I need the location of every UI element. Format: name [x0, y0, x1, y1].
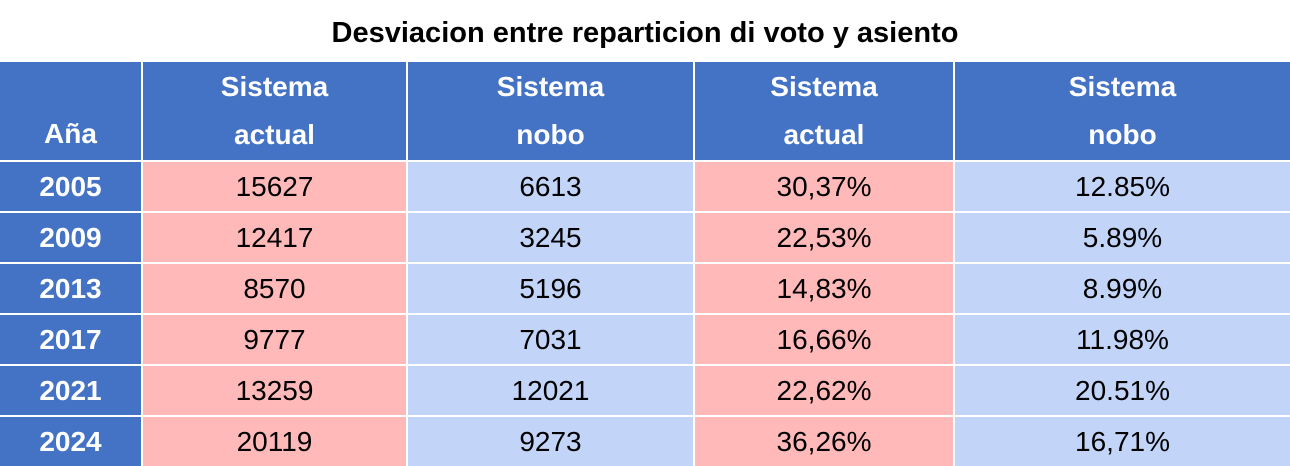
sistema-nobo-pct-cell: 16,71%	[955, 417, 1290, 466]
header-sistema-nobo-pct: Sistema nobo	[955, 62, 1290, 160]
sistema-nobo-pct-cell: 11.98%	[955, 315, 1290, 364]
year-cell: 2017	[0, 315, 141, 364]
sistema-actual-pct-cell: 22,53%	[695, 213, 953, 262]
sistema-nobo-pct-cell: 12.85%	[955, 162, 1290, 211]
header-label: actual	[783, 119, 865, 150]
sistema-actual-count-cell: 9777	[143, 315, 406, 364]
header-label: Sistema	[496, 71, 605, 102]
header-label: nobo	[1088, 119, 1157, 150]
sistema-actual-count-cell: 12417	[143, 213, 406, 262]
header-label: actual	[234, 119, 315, 150]
sistema-nobo-pct-cell: 20.51%	[955, 366, 1290, 415]
sistema-nobo-count-cell: 5196	[408, 264, 693, 313]
sistema-nobo-count-cell: 6613	[408, 162, 693, 211]
sistema-nobo-pct-cell: 8.99%	[955, 264, 1290, 313]
sistema-nobo-count-cell: 9273	[408, 417, 693, 466]
header-sistema-actual-count: Sistema actual	[143, 62, 406, 160]
year-cell: 2013	[0, 264, 141, 313]
year-cell: 2009	[0, 213, 141, 262]
sistema-actual-pct-cell: 14,83%	[695, 264, 953, 313]
header-sistema-actual-pct: Sistema actual	[695, 62, 953, 160]
table-title: Desviacion entre reparticion di voto y a…	[331, 17, 959, 49]
sistema-nobo-count-cell: 12021	[408, 366, 693, 415]
sistema-actual-pct-cell: 36,26%	[695, 417, 953, 466]
sistema-actual-pct-cell: 22,62%	[695, 366, 953, 415]
sistema-actual-count-cell: 20119	[143, 417, 406, 466]
year-cell: 2021	[0, 366, 141, 415]
sistema-nobo-count-cell: 3245	[408, 213, 693, 262]
sistema-actual-count-cell: 15627	[143, 162, 406, 211]
sistema-nobo-pct-cell: 5.89%	[955, 213, 1290, 262]
header-label: Sistema	[220, 71, 329, 102]
year-cell: 2024	[0, 417, 141, 466]
deviation-table: Aña Sistema actual Sistema nobo Sistema …	[0, 62, 1290, 466]
header-label: Aña	[44, 118, 97, 149]
sistema-actual-count-cell: 13259	[143, 366, 406, 415]
header-sistema-nobo-count: Sistema nobo	[408, 62, 693, 160]
sistema-nobo-count-cell: 7031	[408, 315, 693, 364]
header-label: Sistema	[1068, 71, 1177, 102]
header-label: nobo	[516, 119, 585, 150]
header-label: Sistema	[770, 71, 878, 102]
header-year: Aña	[0, 62, 141, 160]
sistema-actual-pct-cell: 16,66%	[695, 315, 953, 364]
sistema-actual-pct-cell: 30,37%	[695, 162, 953, 211]
year-cell: 2005	[0, 162, 141, 211]
sistema-actual-count-cell: 8570	[143, 264, 406, 313]
